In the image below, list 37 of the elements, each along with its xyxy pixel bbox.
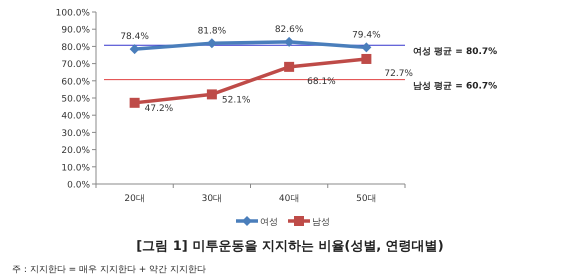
y-tick-label: 40.0% [61, 112, 90, 122]
y-tick-label: 60.0% [61, 77, 90, 88]
y-tick-label: 100.0% [56, 8, 90, 18]
y-tick-label: 80.0% [61, 42, 90, 53]
x-tick-label: 20대 [124, 194, 145, 204]
text: [그림 1] 미투운동을 지지하는 비율(성별, 연령대별) [136, 239, 444, 254]
legend-label: 남성 [312, 218, 330, 228]
data-label: 82.6% [274, 24, 304, 35]
data-label: 78.4% [120, 32, 150, 42]
x-tick-label: 50대 [356, 194, 377, 204]
y-tick-label: 10.0% [61, 163, 90, 174]
point [361, 54, 372, 64]
data-label: 68.1% [307, 76, 336, 87]
ref-line-label: 남성 평균 = 60.7% [413, 82, 498, 92]
data-label: 52.1% [222, 95, 251, 106]
ref-line-label: 여성 평균 = 80.7% [413, 47, 498, 58]
point [206, 38, 217, 48]
x-tick-label: 40대 [278, 194, 300, 204]
y-tick-label: 20.0% [61, 146, 90, 156]
data-label: 47.2% [144, 104, 174, 114]
x-tick-label: 30대 [202, 194, 222, 204]
data-label: 81.8% [198, 26, 227, 36]
y-tick-label: 0.0% [67, 180, 90, 190]
point [284, 36, 294, 47]
y-tick-label: 50.0% [61, 94, 90, 104]
y-tick-label: 30.0% [61, 128, 90, 139]
point [284, 62, 294, 72]
y-tick-label: 90.0% [61, 26, 90, 36]
text: 주 : 지지한다 = 매우 지지한다 + 약간 지지한다 [12, 265, 206, 275]
point [206, 89, 217, 100]
legend-label: 여성 [260, 218, 278, 228]
data-label: 72.7% [384, 68, 414, 79]
data-label: 79.4% [352, 30, 382, 40]
point [361, 42, 372, 52]
point [130, 44, 140, 54]
point [130, 98, 140, 108]
y-tick-label: 70.0% [61, 60, 90, 70]
